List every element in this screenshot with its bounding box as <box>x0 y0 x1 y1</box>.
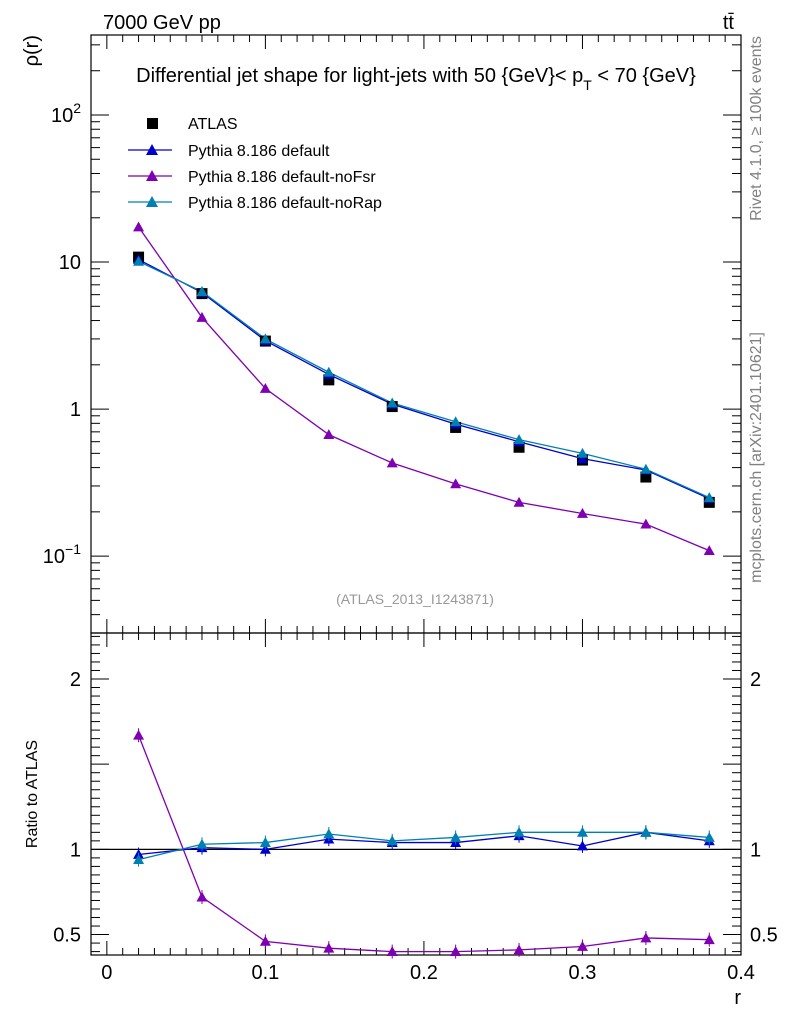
ratio-series-marker <box>386 946 398 956</box>
ratio-series-marker <box>133 854 145 864</box>
main-series-marker <box>386 397 398 408</box>
main-title-sub: T <box>583 77 592 93</box>
atlas-data-point <box>323 374 335 386</box>
main-series-line <box>138 226 710 552</box>
main-series-marker <box>133 221 145 232</box>
ratio-y-tick-label-right: 0.5 <box>750 925 778 947</box>
ratio-series-marker <box>323 828 335 839</box>
ratio-series-marker <box>323 942 335 953</box>
main-series-marker <box>576 507 588 518</box>
ratio-series-marker <box>576 840 588 851</box>
main-series-line <box>138 260 710 499</box>
main-series-marker <box>323 429 335 440</box>
main-series-marker <box>576 447 588 458</box>
main-y-axis-title: ρ(r) <box>21 35 43 66</box>
ratio-series-line <box>138 831 710 861</box>
main-series-marker <box>703 545 715 556</box>
x-tick-label: 0.4 <box>727 962 755 984</box>
ratio-series-marker <box>576 940 588 951</box>
main-series-marker <box>259 383 271 393</box>
ratio-series-marker <box>196 838 208 849</box>
ratio-series-marker <box>640 932 652 943</box>
legend-marker-default <box>146 144 158 155</box>
legend: ATLAS Pythia 8.186 default Pythia 8.186 … <box>128 116 382 212</box>
main-y-tick-label: 1 <box>70 399 81 421</box>
ratio-series-marker <box>450 831 462 842</box>
main-series-marker <box>323 366 335 377</box>
main-series-marker <box>450 478 462 489</box>
x-tick-label: 0 <box>101 962 112 984</box>
ratio-series-marker <box>450 946 462 956</box>
ratio-series-marker <box>259 935 271 946</box>
main-series-marker <box>386 457 398 468</box>
main-series-marker <box>196 311 208 322</box>
ratio-series-marker <box>386 835 398 846</box>
main-title-post: < 70 {GeV} <box>592 65 696 87</box>
header-left-label: 7000 GeV pp <box>103 12 221 34</box>
ratio-series-marker <box>513 826 525 837</box>
axis-ticks <box>91 35 742 955</box>
main-title: Differential jet shape for light-jets wi… <box>136 65 696 93</box>
main-title-pre: Differential jet shape for light-jets wi… <box>136 65 583 87</box>
main-series-marker <box>513 496 525 507</box>
legend-marker-atlas <box>147 118 158 129</box>
ratio-y-tick-label: 0.5 <box>53 925 81 947</box>
ratio-panel-frame <box>90 632 742 956</box>
legend-marker-nofsr <box>146 170 158 181</box>
ratio-y-tick-label: 2 <box>70 669 81 691</box>
main-series-marker <box>640 463 652 474</box>
main-series-marker <box>133 255 145 266</box>
main-series-marker <box>513 434 525 445</box>
ratio-series-marker <box>703 831 715 842</box>
x-tick-label: 0.1 <box>251 962 279 984</box>
analysis-annotation: (ATLAS_2013_I1243871) <box>336 591 494 607</box>
legend-label-default: Pythia 8.186 default <box>188 143 330 160</box>
ratio-series-marker <box>513 944 525 955</box>
main-y-tick-label: 10 <box>59 252 81 274</box>
main-y-tick-label: 10−1 <box>43 541 81 568</box>
y-tick-mantissa: 10 <box>51 105 73 127</box>
x-axis-title: r <box>734 987 741 1009</box>
legend-label-nofsr: Pythia 8.186 default-noFsr <box>188 169 376 186</box>
atlas-data-point <box>513 441 525 453</box>
ratio-series-marker <box>133 729 145 740</box>
header-right-label: tt̄ <box>723 12 735 34</box>
series-layer <box>91 221 741 959</box>
y-tick-exponent: −1 <box>65 541 81 557</box>
ratio-y-tick-label-right: 1 <box>750 839 761 861</box>
ratio-series-line <box>138 831 710 856</box>
ratio-series-line <box>137 734 710 953</box>
y-tick-mantissa: 10 <box>43 546 65 568</box>
ratio-series-marker <box>640 826 652 837</box>
ratio-y-tick-label: 1 <box>70 839 81 861</box>
ratio-series-marker <box>703 934 715 945</box>
legend-label-atlas: ATLAS <box>188 116 238 133</box>
ratio-series-marker <box>259 837 271 847</box>
main-series-marker <box>259 333 271 344</box>
main-series-marker <box>450 416 462 427</box>
legend-marker-norap <box>146 196 158 207</box>
ratio-y-axis-title: Ratio to ATLAS <box>24 740 41 848</box>
x-tick-label: 0.2 <box>410 962 438 984</box>
ratio-y-tick-label-right: 2 <box>750 669 761 691</box>
main-y-tick-label: 102 <box>51 100 81 127</box>
main-series-marker <box>703 492 715 503</box>
x-tick-label: 0.3 <box>569 962 597 984</box>
main-series-marker <box>576 453 588 464</box>
mcplots-label: mcplots.cern.ch [arXiv:2401.10621] <box>748 332 765 583</box>
rivet-label: Rivet 4.1.0, ≥ 100k events <box>748 36 765 221</box>
atlas-data-point <box>640 471 652 483</box>
y-tick-exponent: 2 <box>73 100 81 116</box>
legend-label-norap: Pythia 8.186 default-noRap <box>188 195 382 212</box>
ratio-series-marker <box>196 891 208 902</box>
ratio-series-marker <box>576 826 588 837</box>
main-series-line <box>138 258 710 500</box>
main-series-marker <box>640 518 652 529</box>
main-series-marker <box>196 286 208 296</box>
